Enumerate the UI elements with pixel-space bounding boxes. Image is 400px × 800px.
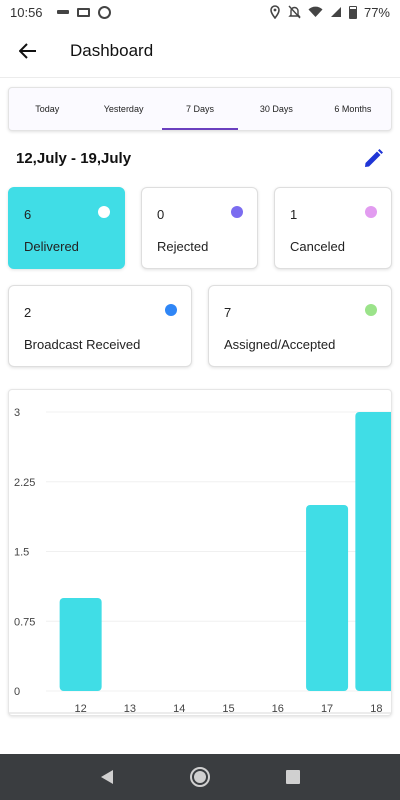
status-dot-icon xyxy=(231,206,243,218)
stat-count: 2 xyxy=(24,305,32,320)
date-range: 12,July - 19,July xyxy=(16,150,132,167)
stat-count: 6 xyxy=(24,207,32,222)
y-tick-label: 1.5 xyxy=(14,547,29,559)
nav-recents-button[interactable] xyxy=(281,765,305,789)
stat-card-delivered[interactable]: 6 Delivered xyxy=(8,187,125,269)
y-tick-label: 3 xyxy=(14,407,20,419)
status-bar: 10:56 77% xyxy=(0,0,400,24)
edit-date-button[interactable] xyxy=(362,148,384,170)
tab-6-months[interactable]: 6 Months xyxy=(334,104,372,114)
stat-label: Broadcast Received xyxy=(24,337,141,352)
y-tick-label: 0.75 xyxy=(14,616,35,628)
stat-label: Rejected xyxy=(157,239,209,254)
stat-count: 7 xyxy=(224,305,232,320)
y-tick-label: 0 xyxy=(14,686,20,698)
stat-card-assigned-accepted[interactable]: 7 Assigned/Accepted xyxy=(208,285,392,367)
deliveries-chart: 0 0.75 1.5 2.25 3 12 13 14 15 16 17 18 xyxy=(8,389,392,716)
wifi-icon xyxy=(308,6,323,18)
chart-bar xyxy=(306,505,349,691)
tab-yesterday[interactable]: Yesterday xyxy=(103,104,144,114)
y-tick-label: 2.25 xyxy=(14,477,35,489)
status-dot-icon xyxy=(365,206,377,218)
status-dot-icon xyxy=(165,304,177,316)
x-tick-label: 14 xyxy=(173,703,185,715)
status-time: 10:56 xyxy=(10,4,43,20)
nav-back-button[interactable] xyxy=(95,765,119,789)
x-tick-label: 15 xyxy=(222,703,234,715)
arrow-left-icon xyxy=(19,42,36,59)
chart-bar xyxy=(59,598,102,691)
notification-icon xyxy=(56,10,69,14)
stat-card-rejected[interactable]: 0 Rejected xyxy=(141,187,258,269)
tab-7-days[interactable]: 7 Days xyxy=(161,88,239,130)
x-tick-label: 18 xyxy=(370,703,382,715)
stat-card-broadcast-received[interactable]: 2 Broadcast Received xyxy=(8,285,192,367)
bar-chart: 0 0.75 1.5 2.25 3 12 13 14 15 16 17 18 xyxy=(9,407,391,715)
period-tabs: Today Yesterday 7 Days 30 Days 6 Months xyxy=(8,87,392,131)
stat-count: 0 xyxy=(157,207,165,222)
x-tick-label: 13 xyxy=(124,703,136,715)
nav-home-button[interactable] xyxy=(188,765,212,789)
tab-today[interactable]: Today xyxy=(35,104,60,114)
stat-card-canceled[interactable]: 1 Canceled xyxy=(274,187,392,269)
square-recents-icon xyxy=(286,770,301,784)
back-button[interactable] xyxy=(16,39,40,63)
battery-percent: 77% xyxy=(363,4,390,20)
app-bar: Dashboard xyxy=(0,24,400,78)
notification-icon xyxy=(76,7,90,17)
stat-label: Delivered xyxy=(24,239,79,254)
battery-icon xyxy=(348,5,357,19)
stat-count: 1 xyxy=(290,207,298,222)
notification-icon xyxy=(97,5,111,19)
triangle-back-icon xyxy=(100,770,113,784)
stat-label: Canceled xyxy=(290,239,345,254)
location-icon xyxy=(270,5,280,19)
tab-30-days[interactable]: 30 Days xyxy=(259,104,293,114)
system-nav-bar xyxy=(0,754,400,800)
status-dot-icon xyxy=(98,206,110,218)
signal-icon xyxy=(330,7,341,17)
x-tick-label: 12 xyxy=(75,703,87,715)
pencil-icon xyxy=(365,149,383,167)
bell-off-icon xyxy=(288,5,301,19)
x-tick-label: 17 xyxy=(321,703,333,715)
chart-bar xyxy=(355,412,391,691)
status-dot-icon xyxy=(365,304,377,316)
page-title: Dashboard xyxy=(70,40,154,60)
stat-label: Assigned/Accepted xyxy=(224,337,336,352)
x-tick-label: 16 xyxy=(272,703,284,715)
circle-home-icon xyxy=(189,767,210,787)
